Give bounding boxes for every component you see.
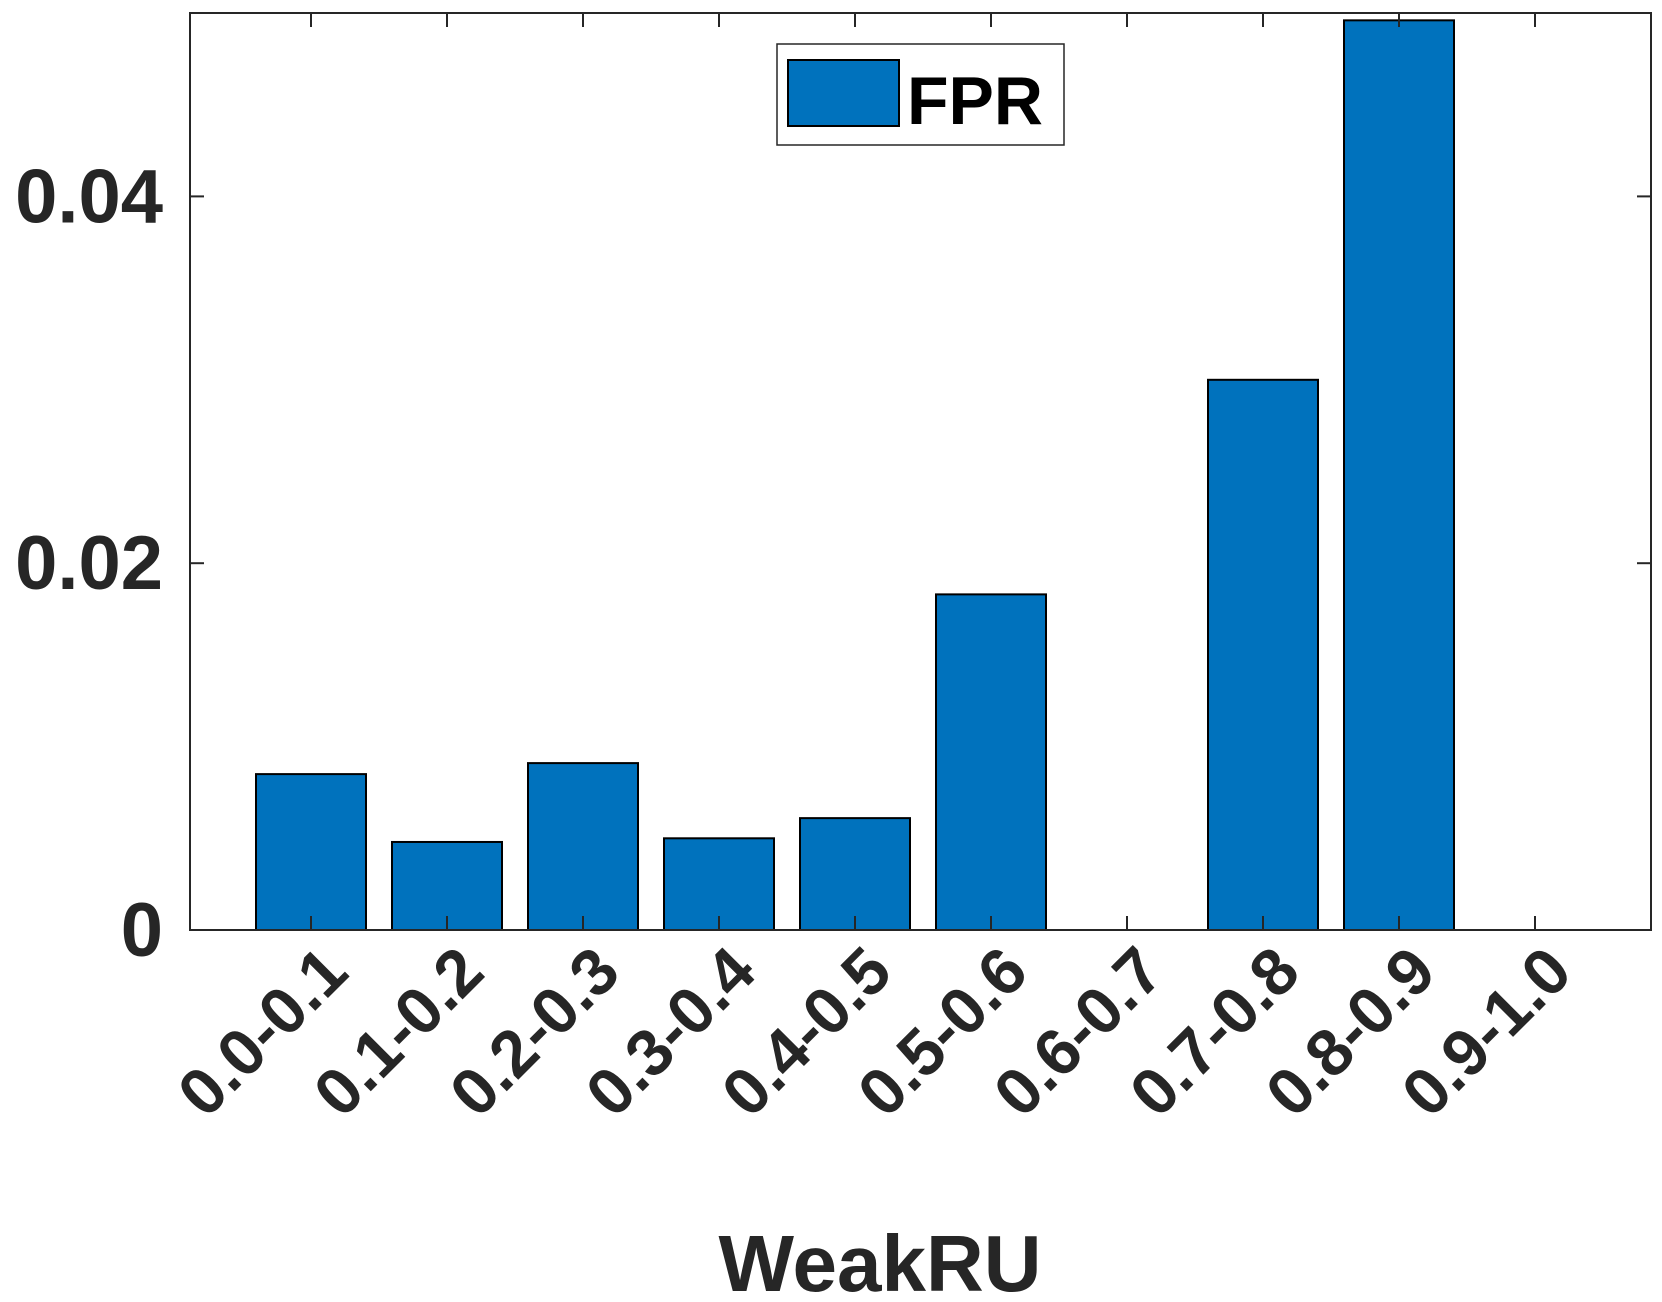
bar-0.0-0.1 <box>255 773 367 931</box>
bars-group <box>255 19 1455 932</box>
y-tick-label-0.04: 0.04 <box>15 154 163 239</box>
legend-label: FPR <box>907 63 1043 139</box>
bar-0.4-0.5 <box>799 817 911 931</box>
bar-0.7-0.8 <box>1207 378 1319 931</box>
x-axis-title: WeakRU <box>718 1219 1041 1302</box>
x-tick-labels: 0.0-0.10.1-0.20.2-0.30.3-0.40.4-0.50.5-0… <box>163 932 1585 1130</box>
y-tick-label-0: 0 <box>121 888 163 973</box>
legend-swatch <box>787 59 900 127</box>
bar-0.2-0.3 <box>527 762 639 932</box>
bar-0.8-0.9 <box>1343 19 1455 932</box>
x-ticks <box>310 13 1536 930</box>
plot-frame <box>189 12 1652 931</box>
legend: FPR <box>776 43 1065 146</box>
bar-0.1-0.2 <box>391 840 503 932</box>
y-tick-label-0.02: 0.02 <box>15 521 163 606</box>
y-tick-labels: 0 0.02 0.04 <box>15 154 163 973</box>
bar-0.5-0.6 <box>935 593 1047 931</box>
